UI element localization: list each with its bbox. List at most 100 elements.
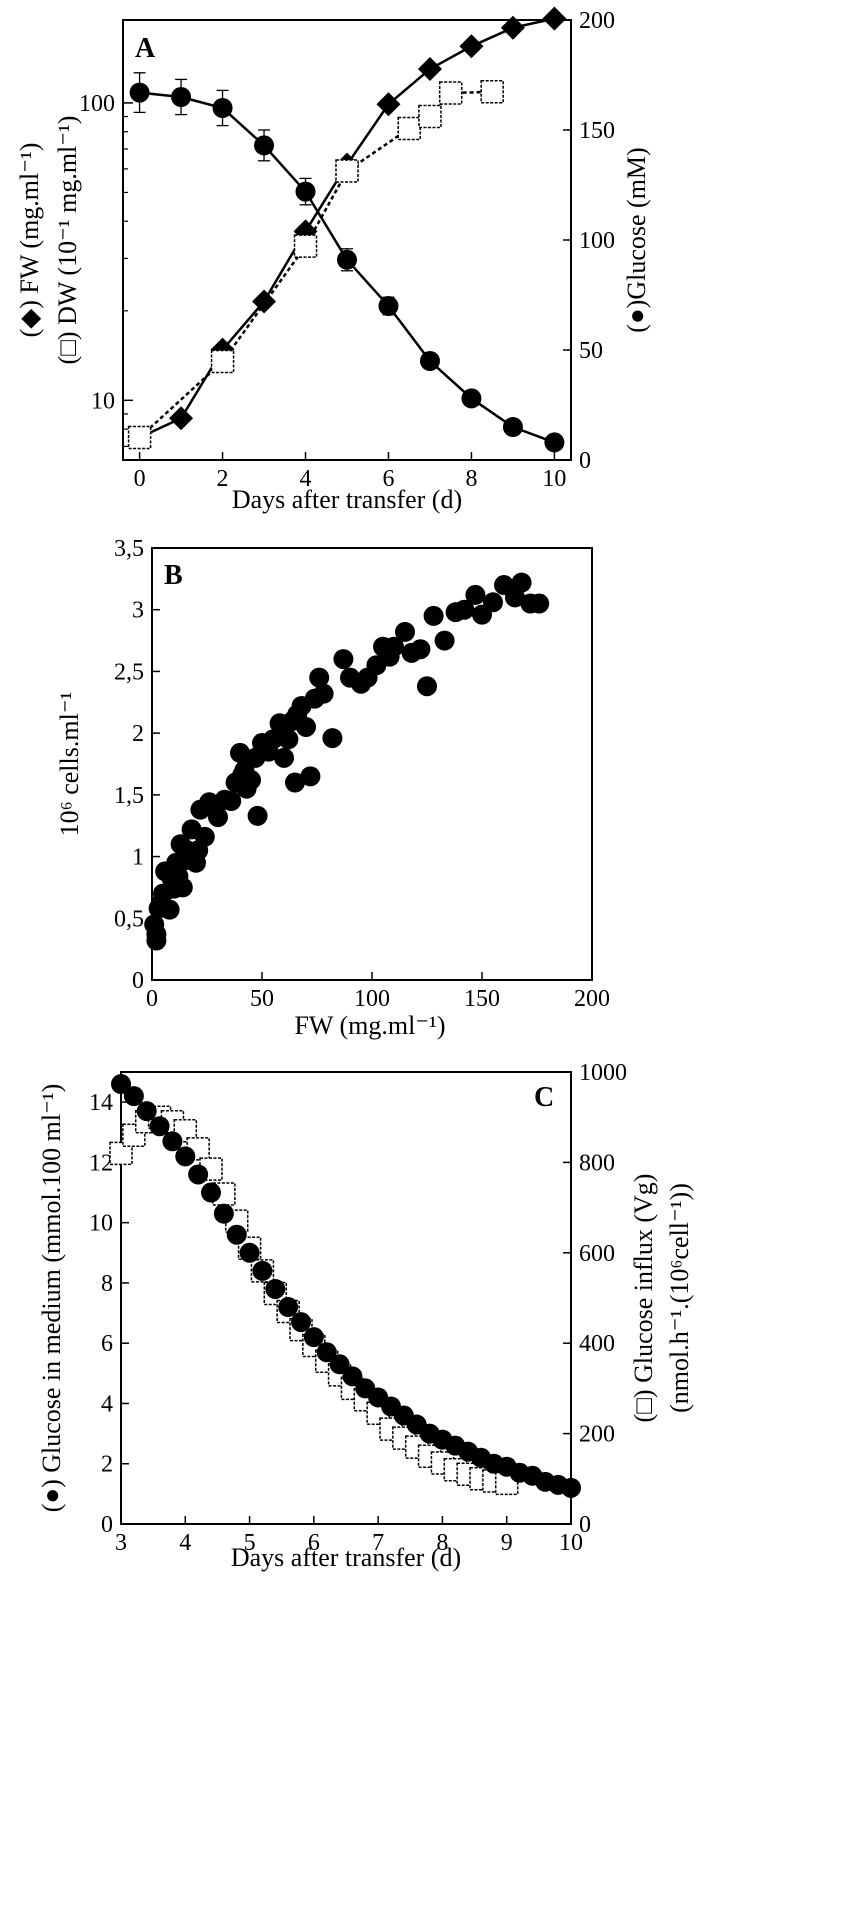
panel-b-point xyxy=(322,728,343,749)
panel-a: A 0 2 4 6 8 10 10 100 0 50 100 150 200 Days after tr… xyxy=(15,6,651,514)
panel-a-point-circle xyxy=(378,296,399,316)
panel-a-series-1-line xyxy=(138,90,493,439)
panel-c-ytick-left-label: 10 xyxy=(89,1211,113,1237)
panel-a-ylabel-right: (●)Glucose (mM) xyxy=(622,147,651,332)
panel-b-point xyxy=(247,805,268,826)
panel-a-point-circle xyxy=(295,181,316,202)
panel-b-point xyxy=(300,766,321,787)
panel-c-point-square xyxy=(109,1141,133,1166)
panel-c-xtick-label: 8 xyxy=(436,1530,448,1556)
panel-b-frame xyxy=(151,547,593,981)
panel-a-point-square xyxy=(293,234,318,258)
panel-a-ytick-right-label: 50 xyxy=(579,338,603,364)
panel-a-letter: A xyxy=(135,33,156,64)
panel-b-point xyxy=(230,742,250,763)
panel-c-xtick-label: 4 xyxy=(179,1530,191,1556)
panel-a-ylabel-left: (◆) FW (mg.ml⁻¹) xyxy=(15,143,44,338)
panel-a-xtick-label: 6 xyxy=(382,466,394,492)
panel-c-point-circle xyxy=(162,1131,183,1152)
panel-b-point xyxy=(278,729,299,750)
panel-b-point xyxy=(417,676,437,697)
panel-c-point-circle xyxy=(149,1116,170,1137)
panel-a-point-circle xyxy=(171,87,192,107)
panel-b-point xyxy=(172,877,193,898)
panel-b-point xyxy=(313,683,334,704)
panel-b-point xyxy=(395,621,415,642)
panel-b-ytick-label: 3,5 xyxy=(114,536,144,562)
panel-a-point-circle xyxy=(502,417,523,437)
panel-b-xtick-label: 50 xyxy=(250,986,274,1012)
panel-a-xtick-label: 4 xyxy=(300,466,312,492)
panel-a-xtick-label: 0 xyxy=(134,466,146,492)
panel-c-ytick-right-label: 200 xyxy=(579,1422,615,1448)
panel-c-xtick-label: 10 xyxy=(559,1530,583,1556)
panel-a-xtick-label: 8 xyxy=(465,466,477,492)
panel-c-ytick-right-label: 600 xyxy=(579,1241,615,1267)
panel-a-point-circle xyxy=(337,249,357,270)
panel-c-point-circle xyxy=(265,1278,286,1299)
panel-a-point-square xyxy=(210,349,235,374)
panel-b-point xyxy=(241,770,261,791)
panel-c-xtick-label: 5 xyxy=(244,1530,256,1556)
panel-a-ytick-left-label: 10 xyxy=(91,388,115,414)
panel-a-xtick-label: 2 xyxy=(217,466,229,492)
panel-a-point-circle xyxy=(461,388,482,409)
panel-a-point-circle xyxy=(254,135,275,156)
panel-b-point xyxy=(309,667,330,688)
panel-b-point xyxy=(221,791,242,812)
panel-c-point-circle xyxy=(303,1327,324,1348)
panel-b-point xyxy=(529,593,550,614)
panel-b-xtick-label: 200 xyxy=(574,986,610,1012)
panel-c-ytick-left-label: 6 xyxy=(101,1331,113,1357)
panel-b-point xyxy=(263,729,283,750)
panel-b-point xyxy=(285,772,305,793)
panel-c-xtick-label: 9 xyxy=(501,1530,513,1556)
panel-b-point xyxy=(434,630,455,651)
panel-a-point-square xyxy=(127,425,152,450)
panel-b-ytick-label: 2 xyxy=(132,721,144,747)
panel-c-xtick-label: 7 xyxy=(372,1530,384,1556)
panel-a-point-diamond xyxy=(542,6,567,31)
panel-b-xlabel: FW (mg.ml⁻¹) xyxy=(294,1011,445,1040)
panel-c-point-circle xyxy=(316,1342,337,1363)
panel-c: C 3 4 5 6 7 8 9 100246810121402004006008001000 … xyxy=(37,1060,694,1572)
panel-a-ticks: 0 2 4 6 8 10 10 100 0 50 100 150 200 xyxy=(79,8,615,492)
panel-c-ylabel-right2: (nmol.h⁻¹.(10⁶cell⁻¹)) xyxy=(665,1183,694,1413)
panel-b-ytick-label: 3 xyxy=(132,598,144,624)
panel-c-ytick-left-label: 14 xyxy=(89,1090,113,1116)
panel-a-point-circle xyxy=(419,351,440,371)
panel-b-point xyxy=(410,639,431,660)
panel-a-ylabel-left2: (□) DW (10⁻¹ mg.ml⁻¹) xyxy=(53,116,82,365)
panel-c-ylabel-left: (●) Glucose in medium (mmol.100 ml⁻¹) xyxy=(37,1084,66,1513)
panel-b-xtick-label: 0 xyxy=(146,986,158,1012)
panel-b-point xyxy=(194,826,215,847)
panel-b-data xyxy=(144,572,550,951)
panel-c-xtick-label: 3 xyxy=(115,1530,127,1556)
panel-c-ytick-left-label: 2 xyxy=(101,1452,113,1478)
panel-b: B 0 50 100 150 200 0 0,5 1 1,5 2 2,5 3 3,5 FW (mg.ml… xyxy=(55,536,610,1040)
panel-b-ytick-label: 2,5 xyxy=(114,659,144,685)
panel-c-point-circle xyxy=(329,1354,350,1375)
panel-c-ytick-left-label: 12 xyxy=(89,1150,113,1176)
panel-a-point-square xyxy=(397,116,421,141)
panel-b-point xyxy=(511,572,532,593)
panel-c-letter: C xyxy=(534,1082,554,1113)
panel-b-point xyxy=(423,605,444,626)
panel-b-ytick-label: 0,5 xyxy=(114,906,144,932)
panel-b-letter: B xyxy=(164,560,183,591)
panel-c-ytick-right-label: 0 xyxy=(579,1512,591,1538)
panel-b-point xyxy=(296,716,316,737)
panel-c-ytick-right-label: 1000 xyxy=(579,1060,627,1086)
panel-c-frame xyxy=(120,1071,572,1525)
panel-c-ytick-left-label: 8 xyxy=(101,1271,113,1297)
panel-c-point-circle xyxy=(175,1146,196,1167)
panel-a-point-diamond xyxy=(169,406,194,431)
panel-c-data xyxy=(109,1074,581,1498)
panel-a-point-diamond xyxy=(417,57,442,82)
panel-b-ytick-label: 0 xyxy=(132,968,144,994)
panel-c-point-circle xyxy=(291,1312,311,1333)
panel-a-point-diamond xyxy=(252,289,277,314)
panel-a-point-square xyxy=(438,81,463,105)
panel-c-point-circle xyxy=(278,1297,299,1318)
